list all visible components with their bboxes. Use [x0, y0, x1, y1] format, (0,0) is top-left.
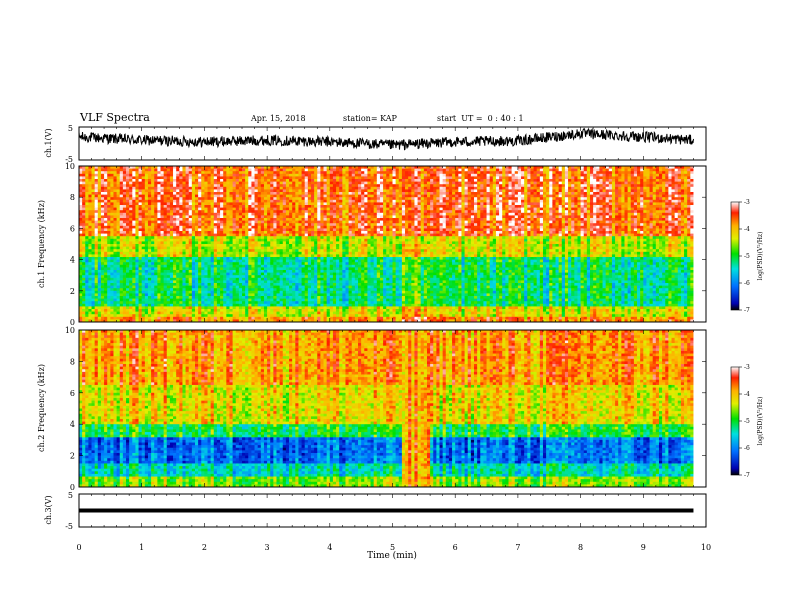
ch1-ytick-label: 2 — [70, 287, 75, 296]
colorbar-tick-label: -5 — [744, 418, 750, 425]
ch2-ytick-label: 10 — [65, 326, 75, 335]
ch1-ytick-label: 0 — [70, 318, 75, 327]
ch2-ytick-label: 2 — [70, 452, 75, 461]
colorbar-tick-label: -4 — [744, 391, 750, 398]
ch2-ytick-label: 8 — [70, 357, 75, 366]
ch2-ytick-label: 4 — [70, 420, 75, 429]
time-axis: 0 1 2 3 4 5 6 7 8 9 10 — [76, 543, 711, 552]
x-tick-label: 3 — [265, 543, 270, 552]
ch1-spectrogram-ylabel-ch: ch.1 Frequency (kHz) — [37, 200, 46, 288]
figure-title: VLF Spectra — [80, 111, 150, 124]
colorbar-tick-label: -7 — [744, 472, 750, 479]
colorbar-tick-label: -3 — [744, 199, 750, 206]
ch2-ytick-label: 0 — [70, 483, 75, 492]
x-axis-label: Time (min) — [367, 550, 417, 561]
ch1-waveform-line — [78, 127, 694, 151]
x-tick-label: 6 — [453, 543, 458, 552]
colorbar-tick-label: -5 — [744, 253, 750, 260]
x-tick-label: 0 — [76, 543, 81, 552]
ch2-spectrogram-cells — [79, 330, 706, 488]
ch3-waveform-panel: 5 -5 ch.3(V) — [44, 491, 707, 531]
ch1-spectrogram-cells — [79, 166, 706, 323]
colorbar-tick-label: -6 — [744, 445, 750, 452]
ch2-ytick-label: 6 — [70, 389, 75, 398]
x-tick-label: 7 — [515, 543, 520, 552]
x-tick-label: 5 — [390, 543, 395, 552]
colorbar-tick-label: -6 — [744, 280, 750, 287]
ch2-colorbar-label: log(PSD)(V²/Hz) — [757, 397, 764, 446]
x-tick-label: 1 — [139, 543, 144, 552]
colorbar-tick-label: -3 — [744, 364, 750, 371]
ch1-ytick-label: 6 — [70, 224, 75, 233]
x-tick-label: 4 — [327, 543, 332, 552]
ch1-ytick-label: 10 — [65, 162, 75, 171]
start-ut-label: start UT = 0 : 40 : 1 — [437, 114, 524, 123]
ch1-waveform-ylabel: ch.1(V) — [44, 128, 53, 157]
x-tick-label: 10 — [701, 543, 711, 552]
x-tick-label: 2 — [202, 543, 207, 552]
ch1-waveform-panel: 5 -5 ch.1(V) — [44, 124, 707, 164]
ch2-spectrogram-ylabel: ch.2 Frequency (kHz) — [37, 364, 46, 452]
ch1-ytick-label: 8 — [70, 193, 75, 202]
ch3-ytick-bottom: -5 — [65, 522, 73, 531]
station-label: station= KAP — [343, 114, 397, 123]
ch1-colorbar-label: log(PSD)(V²/Hz) — [757, 232, 764, 281]
x-tick-label: 8 — [578, 543, 583, 552]
date-label: Apr. 15, 2018 — [251, 114, 306, 123]
ch3-waveform-ylabel: ch.3(V) — [44, 495, 53, 524]
ch3-ytick-top: 5 — [68, 491, 73, 500]
ch2-colorbar — [730, 366, 740, 476]
colorbar-tick-label: -4 — [744, 226, 750, 233]
ch1-colorbar — [730, 201, 740, 311]
ch1-ytick-bottom: -5 — [65, 155, 73, 164]
ch1-ytick-top: 5 — [68, 124, 73, 133]
ch1-ytick-label: 4 — [70, 256, 75, 265]
x-tick-label: 9 — [641, 543, 646, 552]
colorbar-tick-label: -7 — [744, 307, 750, 314]
